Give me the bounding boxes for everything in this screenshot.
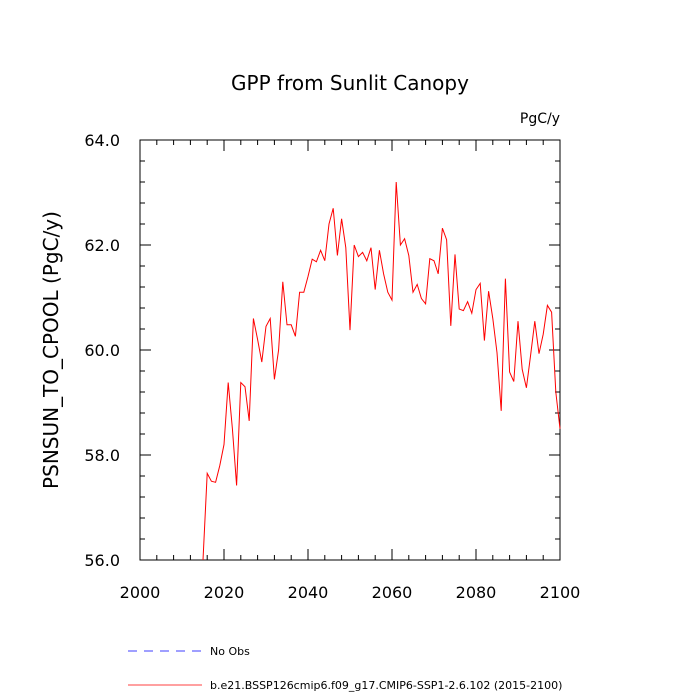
- legend-label: No Obs: [210, 645, 250, 658]
- x-tick-label: 2020: [204, 583, 245, 602]
- axis-tick-labels: 2000 2020 2040 2060 2080 2100 56.0 58.0 60.0 62.0…: [84, 131, 580, 602]
- chart-title: GPP from Sunlit Canopy: [231, 71, 469, 95]
- y-tick-label: 58.0: [84, 446, 120, 465]
- y-axis-label: PSNSUN_TO_CPOOL (PgC/y): [39, 211, 63, 489]
- x-tick-label: 2060: [372, 583, 413, 602]
- series-line: [202, 181, 561, 561]
- plot-frame: [139, 139, 561, 561]
- x-tick-label: 2080: [456, 583, 497, 602]
- y-tick-label: 60.0: [84, 341, 120, 360]
- x-tick-label: 2040: [288, 583, 329, 602]
- units-label: PgC/y: [520, 111, 560, 127]
- y-tick-label: 62.0: [84, 236, 120, 255]
- plot-area: [139, 139, 561, 561]
- legend: No Obs b.e21.BSSP126cmip6.f09_g17.CMIP6-S…: [128, 645, 562, 692]
- x-tick-label: 2000: [120, 583, 161, 602]
- y-tick-label: 56.0: [84, 551, 120, 570]
- y-tick-label: 64.0: [84, 131, 120, 150]
- legend-label: b.e21.BSSP126cmip6.f09_g17.CMIP6-SSP1-2.…: [210, 679, 562, 692]
- x-tick-label: 2100: [540, 583, 581, 602]
- axis-ticks: [139, 139, 561, 561]
